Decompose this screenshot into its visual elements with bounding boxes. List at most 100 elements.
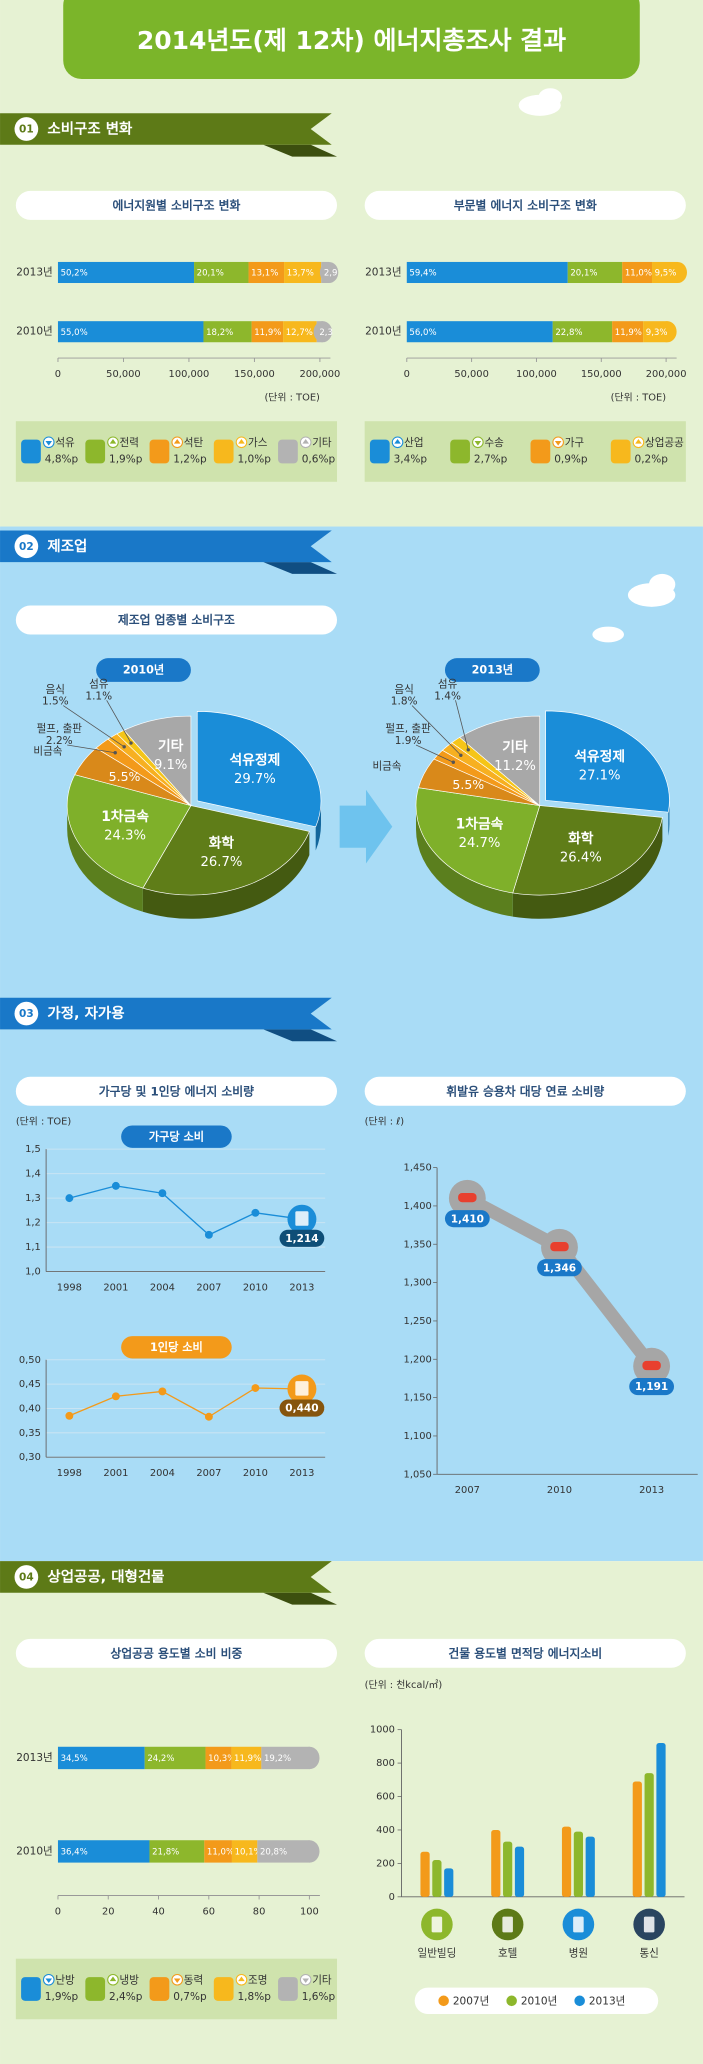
bar-end [319, 261, 339, 284]
pie-side [512, 817, 663, 919]
legend-name: 동력 [184, 1974, 203, 1986]
legend-change: 2,7%p [474, 453, 508, 465]
chart-title: 건물 용도별 면적당 에너지소비 [448, 1646, 602, 1660]
change-arrow [302, 438, 309, 444]
pie-slice [512, 805, 663, 896]
legend-change: 0,9%p [554, 453, 588, 465]
legend-change: 1,0%p [238, 453, 272, 465]
slice-value: 11.2% [494, 759, 536, 774]
segment-label: 21,8% [152, 1848, 179, 1858]
x-tick-label: 50,000 [454, 369, 488, 380]
y-tick-label: 1000 [370, 1725, 395, 1736]
section-band [0, 530, 332, 563]
legend-icon [278, 1977, 298, 2001]
pie-side [315, 800, 321, 851]
car-icon [458, 1192, 477, 1203]
change-legend-box [364, 421, 686, 482]
section-band [0, 997, 332, 1030]
segment-label: 24,2% [147, 1754, 174, 1764]
section-title: 상업공공, 대형건물 [47, 1569, 164, 1586]
segment-label: 20,1% [197, 269, 224, 279]
legend-label: 2013년 [589, 1995, 625, 2007]
segment-label: 11,0% [207, 1848, 234, 1858]
panel-title-bg [15, 1076, 338, 1106]
chart-title: 휘발유 승용차 대당 연료 소비량 [446, 1084, 604, 1098]
section-title: 가정, 자가용 [47, 1004, 124, 1022]
y-tick-label: 1,250 [404, 1316, 432, 1327]
change-arrow [109, 438, 117, 444]
value-pill [629, 1378, 674, 1396]
x-tick-label: 1998 [57, 1468, 82, 1479]
segment-label: 19,2% [264, 1754, 291, 1764]
bar-segment [57, 1840, 150, 1863]
category-icon-glyph [502, 1916, 513, 1933]
x-tick-label: 2007 [455, 1485, 480, 1496]
slice-name: 섬유 [438, 678, 458, 690]
slice-name: 펄프, 출판 [385, 723, 431, 735]
x-tick-label: 0 [404, 369, 410, 380]
legend-name: 가구 [565, 437, 585, 449]
category-label: 2010년 [16, 326, 52, 338]
car-icon [642, 1360, 661, 1371]
unit-label: (단위 : 천kcal/㎡) [365, 1678, 443, 1691]
section-badge [14, 1565, 39, 1589]
y-tick-label: 1,100 [404, 1431, 432, 1442]
bar-segment [261, 1746, 310, 1770]
x-tick-label: 2013 [289, 1468, 314, 1479]
legend-icon [369, 439, 390, 464]
point [251, 1208, 260, 1217]
legend-name: 조명 [248, 1974, 267, 1986]
y-tick-label: 0,45 [19, 1379, 41, 1390]
y-tick-label: 1,3 [25, 1193, 41, 1204]
change-arrow [238, 1976, 245, 1982]
slice-value: 1.9% [395, 735, 422, 747]
line [69, 1185, 303, 1236]
x-tick-label: 2007 [196, 1282, 221, 1293]
section-tail [263, 144, 338, 157]
pie-title-bg [444, 658, 540, 682]
legend-icon [21, 1977, 41, 2001]
legend-change: 1,9%p [109, 453, 143, 465]
point [204, 1230, 213, 1239]
legend-change: 2,4%p [109, 1991, 143, 2003]
legend-swatch [438, 1995, 449, 2007]
title-banner [63, 0, 640, 79]
unit-label: (단위 : ℓ) [365, 1115, 405, 1128]
x-tick-label: 일반빌딩 [418, 1946, 457, 1959]
point [111, 1181, 120, 1190]
legend-change: 0,2%p [635, 453, 669, 465]
segment-label: 10,1% [235, 1848, 262, 1858]
bar-segment [144, 1746, 206, 1770]
x-tick-label: 2007 [196, 1468, 221, 1479]
segment-label: 9,5% [655, 269, 677, 279]
bar-segment [204, 1840, 232, 1863]
bar-segment [406, 261, 568, 284]
clouds [518, 88, 676, 643]
slice-value: 1.5% [42, 696, 69, 708]
point [158, 1189, 167, 1198]
pie-slice [459, 715, 541, 807]
category-label: 2013년 [16, 266, 52, 278]
unit-label: (단위 : TOE) [611, 391, 666, 404]
legend-change: 0,7%p [173, 1991, 207, 2003]
x-tick-label: 200,000 [300, 369, 341, 380]
car-icon [550, 1242, 569, 1252]
bar [432, 1860, 442, 1897]
slice-name: 펄프, 출판 [37, 723, 83, 735]
segment-label: 9,3% [646, 328, 668, 338]
x-tick-label: 2013 [289, 1282, 314, 1293]
legend-name: 냉방 [120, 1974, 140, 1986]
chart-title-bg [121, 1336, 232, 1359]
section-number: 03 [19, 1008, 34, 1020]
y-tick-label: 1,0 [25, 1267, 41, 1278]
slice-name: 석유정제 [574, 748, 625, 765]
section-number: 01 [19, 124, 34, 136]
bar [656, 1743, 666, 1897]
leader-line [63, 705, 125, 748]
leader-dot [466, 748, 470, 752]
x-tick-label: 1998 [57, 1282, 82, 1293]
legend-icon [610, 439, 631, 464]
bar [585, 1836, 595, 1897]
chart-title-bg [364, 1076, 686, 1106]
x-tick-label: 80 [253, 1906, 266, 1917]
